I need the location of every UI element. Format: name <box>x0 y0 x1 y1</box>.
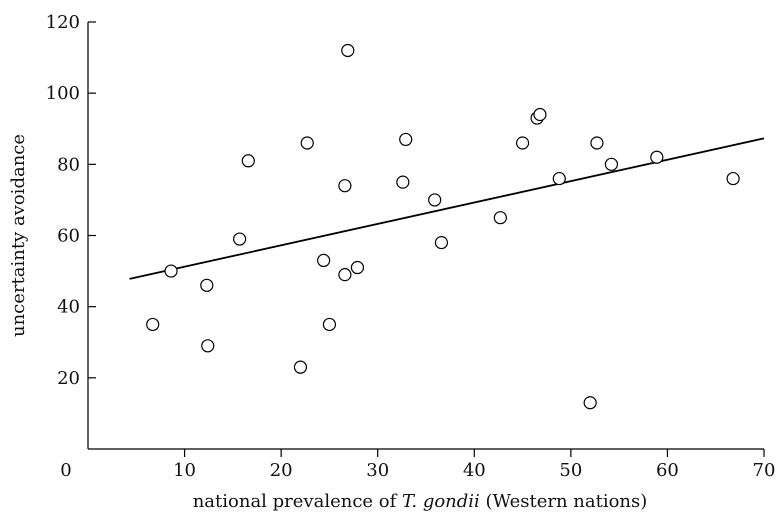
data-point <box>338 268 352 282</box>
x-tick-label: 60 <box>656 460 679 481</box>
origin-label: 0 <box>60 460 71 481</box>
x-tick-label: 20 <box>270 460 293 481</box>
data-point <box>317 253 331 268</box>
data-point <box>146 317 160 332</box>
data-point <box>726 171 740 186</box>
y-tick-label: 120 <box>46 12 80 33</box>
data-point <box>515 136 530 150</box>
y-tick-label: 40 <box>57 297 80 318</box>
data-point <box>200 278 214 292</box>
data-point <box>322 317 337 332</box>
data-point <box>338 179 352 193</box>
x-axis-title-part: national prevalence of <box>193 491 402 512</box>
x-tick-label: 30 <box>366 460 389 481</box>
trend-line <box>129 137 765 280</box>
x-tick-label: 70 <box>753 460 776 481</box>
data-point <box>300 136 314 150</box>
data-point <box>434 236 449 250</box>
data-point <box>428 193 442 207</box>
data-point <box>533 107 547 122</box>
data-point <box>293 360 308 374</box>
data-point <box>350 260 365 275</box>
y-tick-label: 20 <box>57 368 80 389</box>
y-tick-label: 100 <box>46 83 80 104</box>
data-point <box>604 157 619 171</box>
y-tick-label: 80 <box>57 154 80 175</box>
y-axis-title: uncertainty avoidance <box>8 134 29 337</box>
data-point <box>396 175 410 189</box>
x-axis-title-part: (Western nations) <box>480 491 647 512</box>
axes <box>87 22 764 450</box>
data-point <box>241 154 255 168</box>
data-point <box>552 171 566 186</box>
data-point <box>201 339 215 353</box>
data-point <box>233 232 247 246</box>
data-point <box>493 211 507 225</box>
x-tick-label: 10 <box>173 460 196 481</box>
data-point <box>590 136 604 150</box>
data-point <box>341 43 355 58</box>
y-tick-label: 60 <box>57 226 80 247</box>
x-tick-label: 50 <box>559 460 582 481</box>
data-point <box>399 132 413 147</box>
tick-labels: 20 40 60 80 100 120 10 20 30 40 50 60 70 <box>46 12 776 481</box>
ticks <box>88 21 765 457</box>
data-point <box>650 150 664 164</box>
data-point <box>164 264 178 278</box>
data-point <box>583 396 597 410</box>
data-points <box>146 43 740 410</box>
x-axis-title: national prevalence of T. gondii (Wester… <box>193 491 648 512</box>
x-tick-label: 40 <box>463 460 486 481</box>
x-axis-title-italic: T. gondii <box>402 491 480 512</box>
